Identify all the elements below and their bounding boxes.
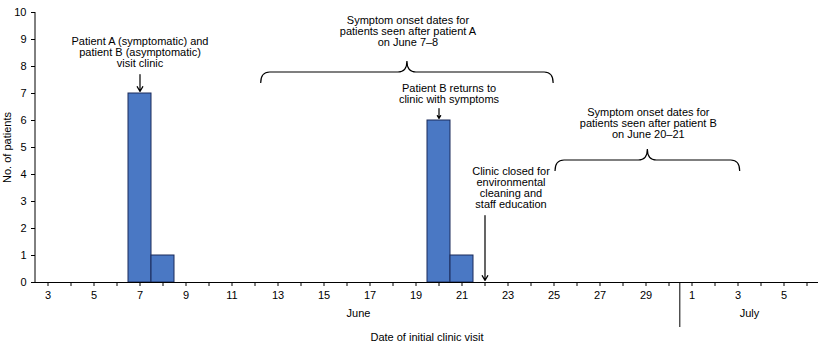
svg-text:0: 0 <box>20 276 26 288</box>
svg-text:1: 1 <box>20 249 26 261</box>
svg-text:5: 5 <box>91 289 97 301</box>
svg-text:8: 8 <box>20 60 26 72</box>
svg-text:25: 25 <box>548 289 560 301</box>
svg-text:21: 21 <box>456 289 468 301</box>
svg-text:4: 4 <box>20 168 26 180</box>
svg-text:Symptom onset dates forpatient: Symptom onset dates forpatients seen aft… <box>340 14 477 48</box>
svg-text:19: 19 <box>410 289 422 301</box>
svg-text:7: 7 <box>20 87 26 99</box>
svg-text:5: 5 <box>781 289 787 301</box>
svg-text:15: 15 <box>318 289 330 301</box>
svg-text:27: 27 <box>594 289 606 301</box>
svg-text:2: 2 <box>20 222 26 234</box>
svg-text:3: 3 <box>45 289 51 301</box>
svg-text:5: 5 <box>20 141 26 153</box>
svg-text:June: June <box>347 307 371 319</box>
svg-text:Clinic closed forenvironmental: Clinic closed forenvironmentalcleaning a… <box>472 165 550 210</box>
svg-text:Patient B returns toclinic wit: Patient B returns toclinic with symptoms <box>399 82 500 105</box>
svg-text:23: 23 <box>502 289 514 301</box>
svg-text:3: 3 <box>20 195 26 207</box>
svg-text:July: July <box>740 307 760 319</box>
svg-text:Patient A (symptomatic) andpat: Patient A (symptomatic) andpatient B (as… <box>72 35 209 69</box>
svg-text:13: 13 <box>272 289 284 301</box>
svg-text:Symptom onset dates forpatient: Symptom onset dates forpatients seen aft… <box>580 106 717 140</box>
svg-text:9: 9 <box>20 33 26 45</box>
svg-text:6: 6 <box>20 114 26 126</box>
svg-text:3: 3 <box>735 289 741 301</box>
svg-text:11: 11 <box>226 289 237 301</box>
svg-text:Date of initial clinic visit: Date of initial clinic visit <box>370 331 483 343</box>
svg-text:10: 10 <box>14 6 26 18</box>
svg-text:29: 29 <box>640 289 652 301</box>
svg-text:7: 7 <box>137 289 143 301</box>
svg-text:1: 1 <box>689 289 695 301</box>
svg-text:No. of patients: No. of patients <box>1 112 13 183</box>
svg-text:9: 9 <box>183 289 189 301</box>
svg-text:17: 17 <box>364 289 376 301</box>
